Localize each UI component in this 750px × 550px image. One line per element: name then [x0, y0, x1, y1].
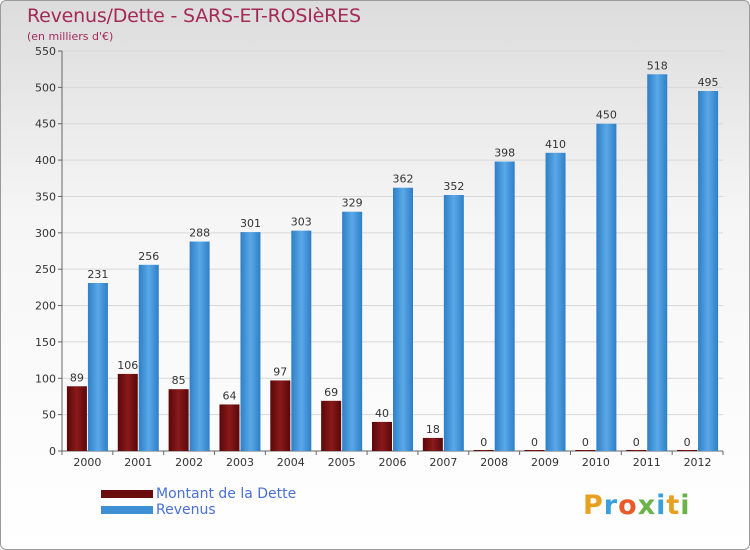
x-tick-label: 2000 [73, 456, 101, 469]
x-tick-label: 2011 [633, 456, 661, 469]
y-tick-label: 550 [35, 45, 56, 58]
bar-revenus [138, 264, 159, 451]
data-label-revenus: 450 [596, 109, 617, 122]
y-tick-label: 350 [35, 190, 56, 203]
bar-dette [677, 450, 698, 451]
y-tick-label: 50 [42, 409, 56, 422]
y-tick-label: 400 [35, 154, 56, 167]
data-label-dette: 0 [633, 436, 640, 449]
data-label-dette: 0 [684, 436, 691, 449]
proxiti-logo: Proxiti [583, 490, 691, 521]
bar-dette [422, 437, 443, 451]
x-tick-label: 2003 [226, 456, 254, 469]
logo-letter: i [656, 490, 667, 521]
bar-revenus [545, 152, 566, 451]
chart-title: Revenus/Dette - SARS-ET-ROSIèRES [27, 5, 361, 27]
bars [66, 74, 719, 452]
data-label-dette: 18 [426, 423, 440, 436]
data-label-dette: 106 [117, 359, 138, 372]
data-label-revenus: 518 [647, 59, 668, 72]
data-label-revenus: 256 [138, 250, 159, 263]
logo-letter: r [603, 490, 619, 521]
data-label-revenus: 329 [342, 197, 363, 210]
x-tick-label: 2002 [175, 456, 203, 469]
data-label-revenus: 288 [189, 227, 210, 240]
y-tick-label: 450 [35, 118, 56, 131]
data-label-dette: 0 [582, 436, 589, 449]
bar-dette [575, 450, 596, 451]
data-label-revenus: 398 [494, 147, 515, 160]
bar-revenus [647, 74, 668, 451]
data-label-dette: 89 [70, 371, 84, 384]
x-tick-label: 2010 [582, 456, 610, 469]
data-label-revenus: 352 [443, 180, 464, 193]
data-label-dette: 64 [222, 389, 236, 402]
y-tick-label: 0 [49, 445, 56, 458]
bar-dette [473, 450, 494, 451]
bar-revenus [494, 161, 515, 451]
data-label-dette: 85 [172, 374, 186, 387]
logo-letter: x [637, 490, 657, 521]
x-tick-label: 2001 [124, 456, 152, 469]
x-tick-label: 2004 [277, 456, 305, 469]
data-label-dette: 40 [375, 407, 389, 420]
data-label-revenus: 495 [698, 76, 719, 89]
bar-revenus [698, 91, 719, 451]
y-tick-label: 200 [35, 300, 56, 313]
data-label-dette: 0 [480, 436, 487, 449]
legend-label-dette: Montant de la Dette [156, 486, 297, 502]
x-tick-label: 2009 [531, 456, 559, 469]
data-label-revenus: 362 [393, 173, 414, 186]
bar-revenus [189, 241, 210, 451]
bar-dette [524, 450, 545, 451]
x-tick-label: 2012 [684, 456, 712, 469]
logo-letter: t [666, 490, 681, 521]
legend-swatch-revenus [101, 506, 153, 514]
logo-letter: P [583, 490, 604, 521]
bar-dette [372, 421, 392, 451]
bar-revenus [596, 123, 617, 452]
y-tick-label: 500 [35, 81, 56, 94]
logo-letter: i [680, 490, 691, 521]
bar-revenus [87, 283, 108, 451]
bar-dette [168, 389, 189, 451]
legend-label-revenus: Revenus [156, 502, 216, 518]
bar-dette [117, 373, 138, 451]
data-label-revenus: 301 [240, 217, 261, 230]
chart-subtitle: (en milliers d'€) [27, 30, 114, 43]
y-tick-label: 150 [35, 336, 56, 349]
x-tick-label: 2008 [480, 456, 508, 469]
data-label-dette: 97 [273, 365, 287, 378]
bar-dette [321, 400, 342, 451]
bar-dette [626, 450, 647, 451]
x-tick-label: 2007 [429, 456, 457, 469]
bar-dette [270, 380, 291, 451]
y-tick-label: 300 [35, 227, 56, 240]
data-label-dette: 69 [324, 386, 338, 399]
bar-revenus [342, 211, 363, 451]
gridlines [62, 50, 723, 452]
data-label-revenus: 410 [545, 138, 566, 151]
data-labels: 89 231 106 256 85 288 64 301 97 303 69 329 40 362 18 35… [70, 59, 719, 449]
y-tick-label: 100 [35, 372, 56, 385]
bar-dette [66, 386, 87, 451]
x-tick-label: 2006 [379, 456, 407, 469]
bar-revenus [443, 195, 464, 451]
logo-letter: o [618, 490, 638, 521]
bar-revenus [291, 230, 312, 451]
bar-revenus [240, 232, 261, 451]
data-label-dette: 0 [531, 436, 538, 449]
x-tick-label: 2005 [328, 456, 356, 469]
bar-revenus [393, 187, 413, 451]
y-tick-label: 250 [35, 263, 56, 276]
data-label-revenus: 231 [87, 268, 108, 281]
data-label-revenus: 303 [291, 216, 312, 229]
bar-dette [219, 404, 240, 451]
legend-swatch-dette [101, 490, 153, 498]
